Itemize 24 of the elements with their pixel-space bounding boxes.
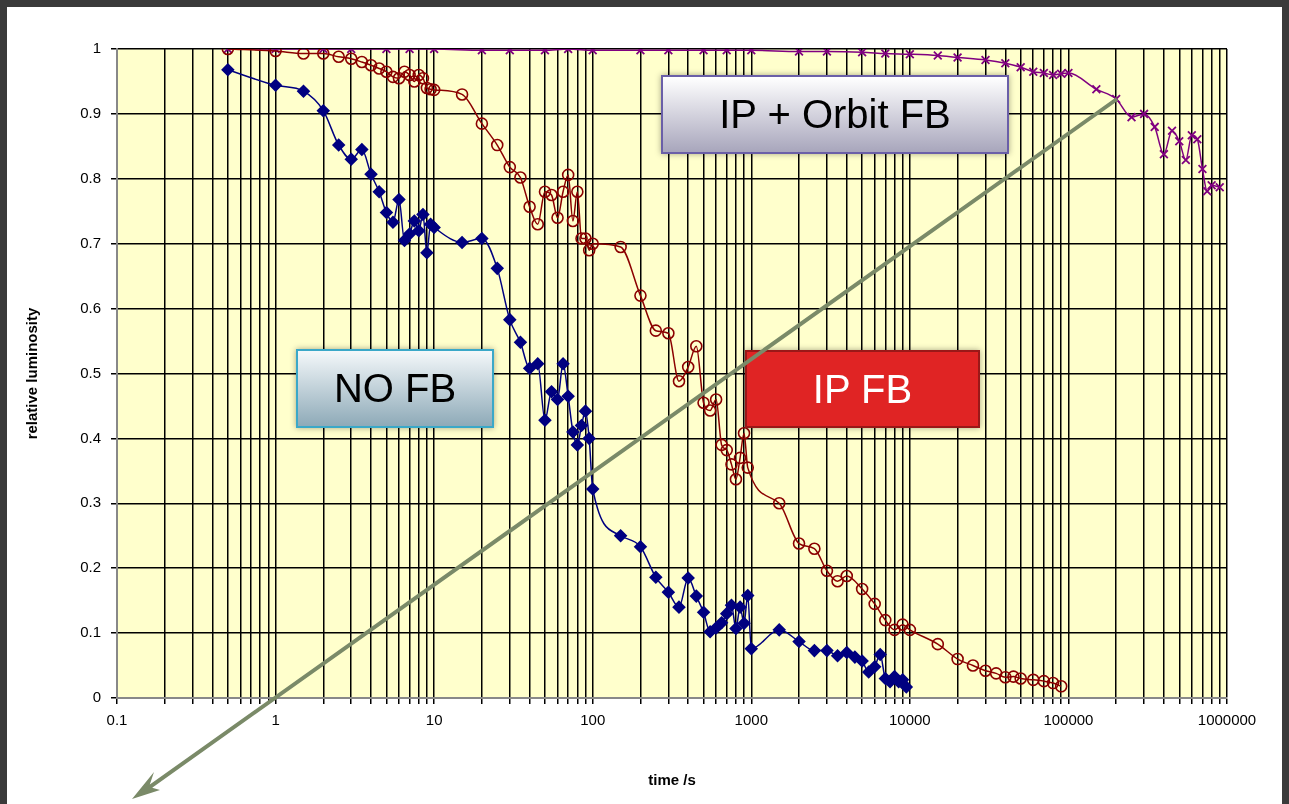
name-tag: NO FB <box>296 349 494 428</box>
y-tick-label: 1 <box>92 39 101 57</box>
x-tick-label: 1 <box>271 711 280 729</box>
x-tick-label: 10000 <box>889 711 931 729</box>
name-tag: IP FB <box>745 350 980 428</box>
y-tick-label: 0.8 <box>80 168 101 186</box>
y-tick-label: 0.5 <box>80 363 101 381</box>
x-axis-title: time /s <box>648 771 696 789</box>
x-tick-label: 100000 <box>1043 711 1094 729</box>
y-tick-label: 0.9 <box>80 104 101 122</box>
y-tick-label: 0.7 <box>80 233 101 251</box>
y-axis-title: relative luminosity <box>23 306 41 440</box>
y-tick-label: 0.1 <box>80 623 101 641</box>
x-tick-label: 1000000 <box>1197 711 1257 729</box>
x-tick-label: 10 <box>425 711 443 729</box>
x-tick-label: 1000 <box>734 711 768 729</box>
y-tick-label: 0 <box>92 688 101 706</box>
y-tick-label: 0.6 <box>80 298 101 316</box>
name-tag: IP + Orbit FB <box>661 75 1009 154</box>
x-tick-label: 0.1 <box>106 711 128 729</box>
y-tick-label: 0.3 <box>80 493 101 511</box>
y-tick-label: 0.2 <box>80 558 101 576</box>
x-tick-label: 100 <box>580 711 606 729</box>
y-tick-label: 0.4 <box>80 428 101 446</box>
